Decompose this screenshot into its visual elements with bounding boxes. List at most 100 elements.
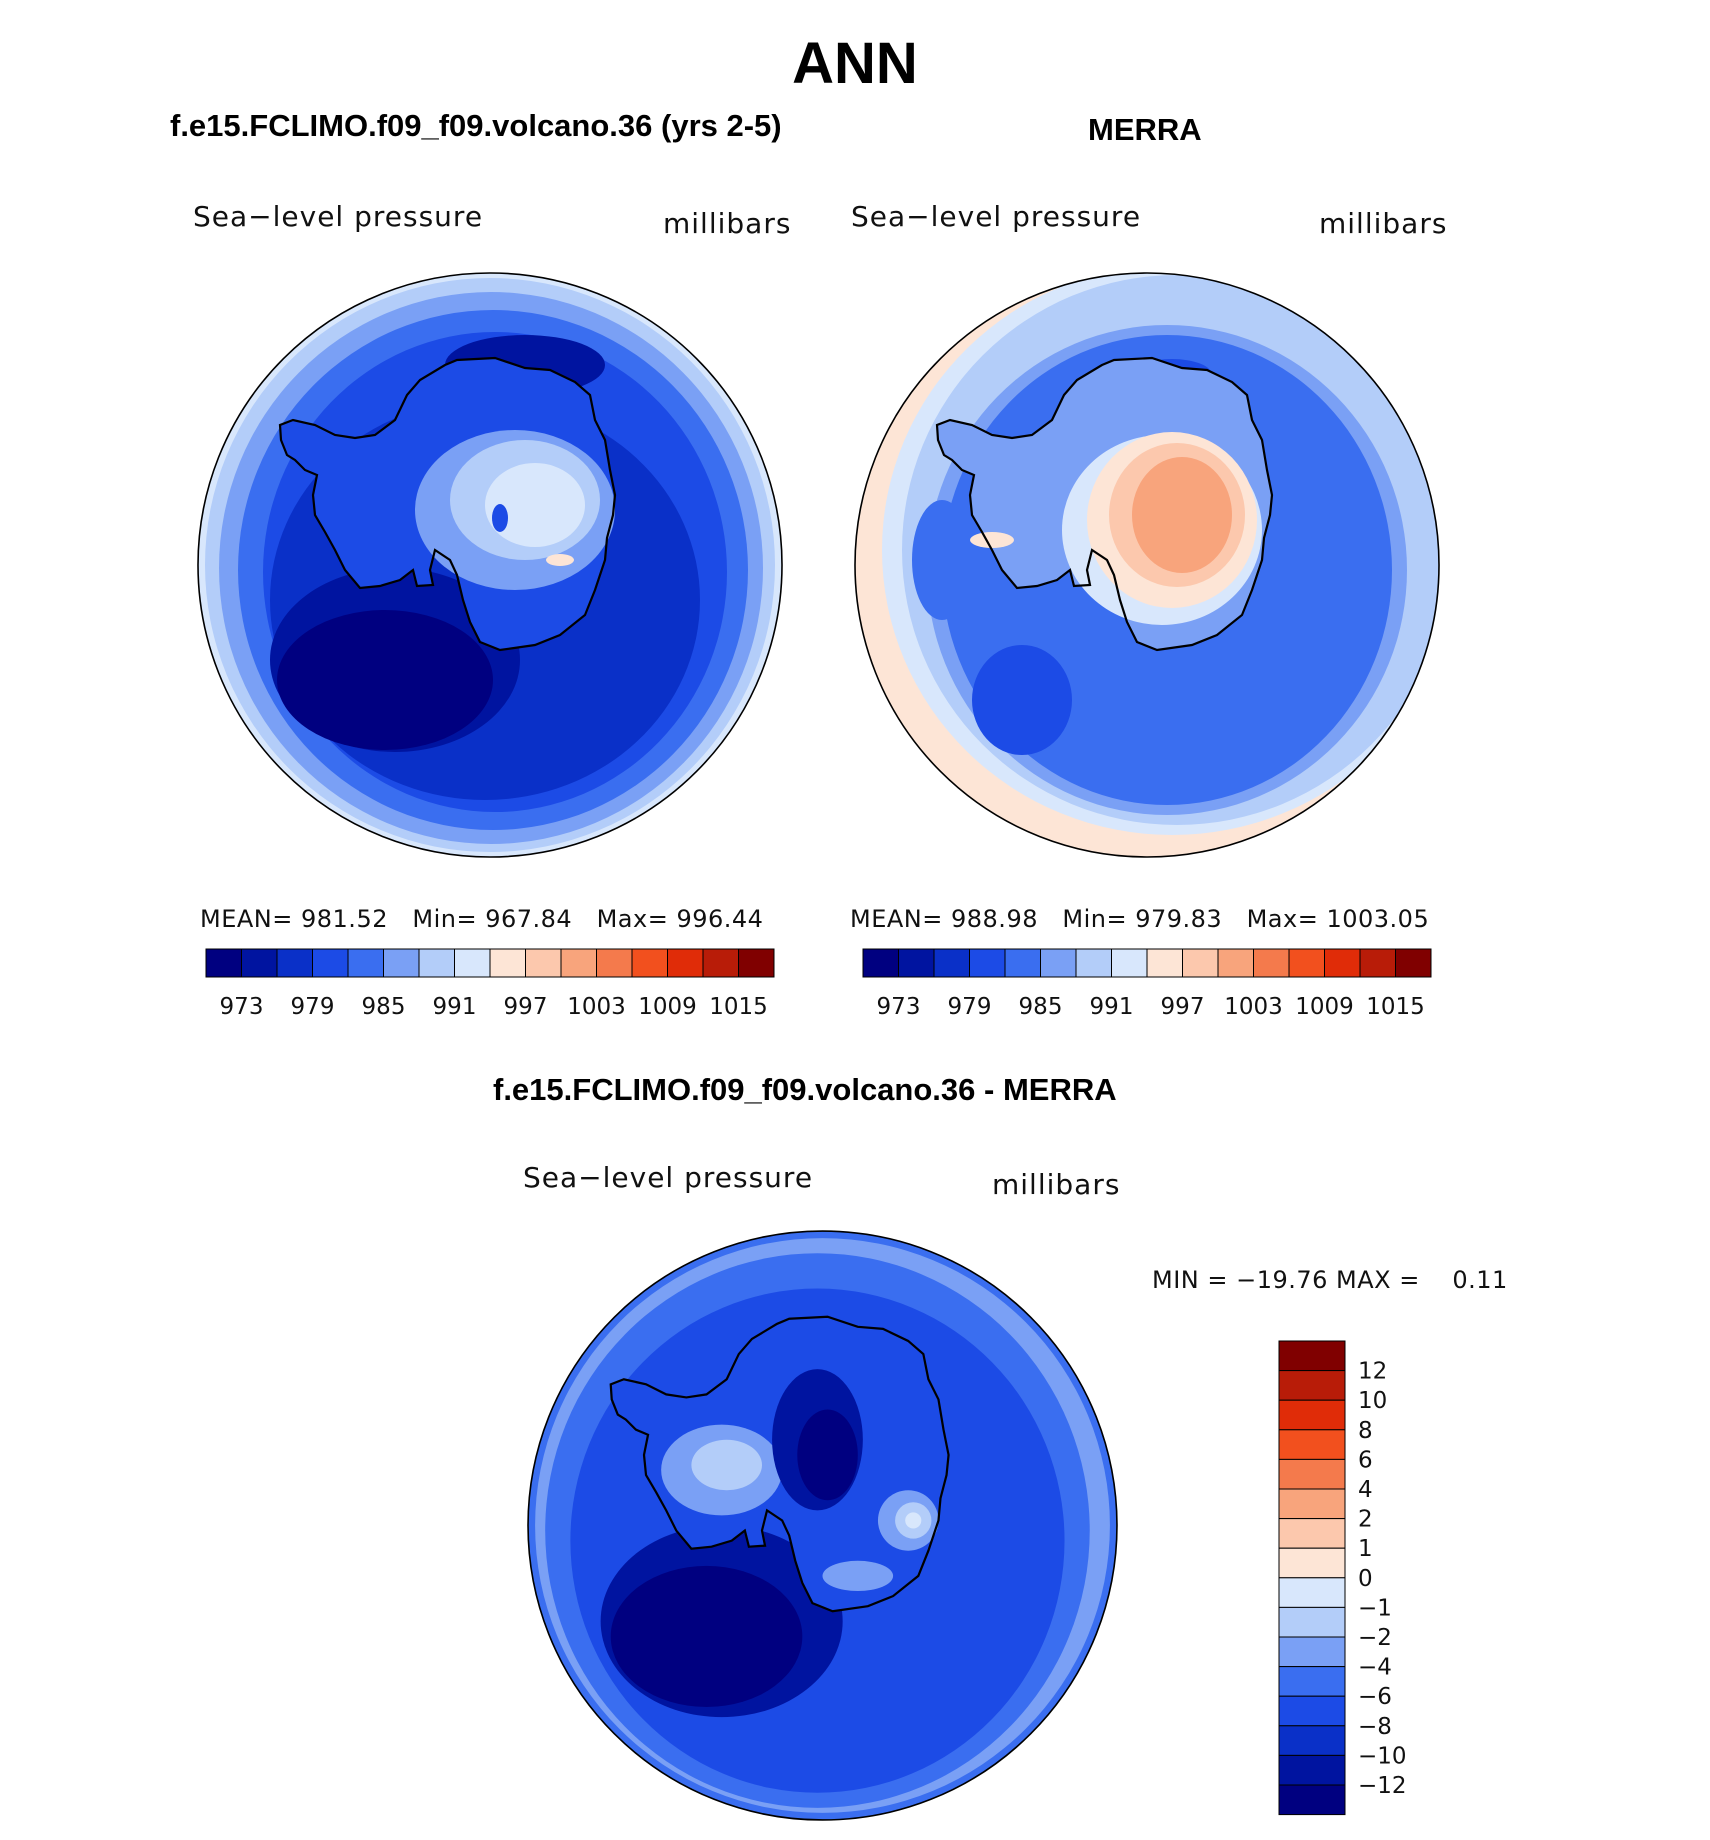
cbar1-swatch-10: [560, 948, 597, 978]
cbar1-swatch-13: [667, 948, 704, 978]
cbar2-tick-label: 997: [1161, 994, 1205, 1020]
panel-3-map: [527, 1230, 1118, 1821]
cbar1-swatch-5: [383, 948, 420, 978]
cbar3-tick-label: −6: [1358, 1684, 1392, 1710]
panel-1-colorbar: 973 979 985 991 997 1003 1009 1015: [205, 948, 775, 1020]
panel-2-colorbar: 973 979 985 991 997 1003 1009 1015: [862, 948, 1432, 1020]
map1-border: [197, 272, 783, 858]
cbar2-swatch-12: [1288, 948, 1325, 978]
map1-contour-13: [492, 504, 508, 532]
map2-contour-7: [972, 645, 1072, 755]
panel-2-title: MERRA: [1088, 112, 1202, 147]
cbar1-swatch-1: [241, 948, 278, 978]
cbar1-swatch-8: [489, 948, 526, 978]
cbar1-tick-label: 973: [220, 994, 264, 1020]
figure-title: ANN: [792, 31, 918, 96]
cbar1-swatch-14: [702, 948, 739, 978]
panel-1-min-value: 967.84: [485, 905, 573, 933]
cbar2-tick-label: 979: [948, 994, 992, 1020]
cbar1-swatch-12: [631, 948, 668, 978]
cbar3-tick-label: −4: [1358, 1655, 1392, 1681]
panel-2-min-value: 979.83: [1135, 905, 1223, 933]
cbar2-swatch-3: [969, 948, 1006, 978]
cbar1-tick-label: 1009: [638, 994, 697, 1020]
map3-contour-14: [822, 1560, 894, 1592]
cbar3-tick-label: −10: [1358, 1743, 1407, 1769]
cbar2-swatch-4: [1004, 948, 1041, 978]
cbar2-tick-label: 1009: [1295, 994, 1354, 1020]
cbar2-swatch-11: [1253, 948, 1290, 978]
cbar3-tick-label: 4: [1358, 1477, 1373, 1503]
cbar3-tick-label: −1: [1358, 1595, 1392, 1621]
map3-coastline: [609, 1315, 950, 1613]
map3-contour-8: [691, 1439, 762, 1491]
panel-3-variable-label: Sea−level pressure: [523, 1161, 814, 1194]
cbar1-tick-label: 985: [362, 994, 406, 1020]
cbar3-tick-label: 10: [1358, 1388, 1387, 1414]
cbar3-tick-label: 12: [1358, 1359, 1387, 1385]
cbar3-tick-label: −8: [1358, 1714, 1392, 1740]
cbar3-tick-label: 6: [1358, 1447, 1373, 1473]
map2-contour-6: [912, 500, 972, 620]
map3-contour-13: [905, 1512, 922, 1529]
panel-1-min-label: Min=: [412, 905, 478, 933]
map1-contour-7: [277, 610, 493, 750]
panel-1-max-label: Max=: [596, 905, 669, 933]
cbar1-swatch-6: [418, 948, 455, 978]
cbar3-swatch-4: [1278, 1458, 1346, 1490]
panel-1-variable-label: Sea−level pressure: [193, 200, 484, 233]
cbar3-swatch-15: [1278, 1784, 1346, 1816]
cbar3-swatch-3: [1278, 1429, 1346, 1460]
map2-contour-13: [970, 532, 1014, 548]
cbar1-tick-label: 997: [504, 994, 548, 1020]
cbar2-tick-label: 991: [1090, 994, 1134, 1020]
cbar2-tick-label: 1015: [1366, 994, 1425, 1020]
cbar3-swatch-9: [1278, 1606, 1346, 1638]
map2-coastline: [935, 356, 1274, 652]
cbar3-swatch-0: [1278, 1340, 1346, 1372]
panel-2-map: [854, 272, 1440, 858]
cbar2-swatch-7: [1111, 948, 1148, 978]
map1-contour-14: [546, 554, 574, 566]
panel-2-variable-label: Sea−level pressure: [851, 200, 1142, 233]
panel-1-mean-label: MEAN=: [200, 905, 293, 933]
map3-contour-5: [610, 1565, 803, 1708]
cbar2-swatch-13: [1324, 948, 1361, 978]
cbar3-swatch-10: [1278, 1636, 1346, 1668]
panel-3-title: f.e15.FCLIMO.f09_f09.volcano.36 - MERRA: [493, 1072, 1117, 1107]
panel-2-mean-label: MEAN=: [850, 905, 943, 933]
cbar3-swatch-2: [1278, 1399, 1346, 1431]
map1-coastline: [278, 356, 617, 652]
cbar2-tick-label: 985: [1019, 994, 1063, 1020]
cbar1-swatch-15: [738, 948, 775, 978]
panel-2-max-value: 1003.05: [1326, 905, 1430, 933]
cbar2-tick-label: 973: [877, 994, 921, 1020]
map3-border: [527, 1230, 1118, 1821]
cbar3-tick-label: 8: [1358, 1418, 1373, 1444]
cbar1-swatch-4: [347, 948, 384, 978]
cbar2-swatch-2: [933, 948, 970, 978]
cbar3-swatch-12: [1278, 1695, 1346, 1727]
cbar3-tick-label: 2: [1358, 1507, 1373, 1533]
panel-2-stats: MEAN= 988.98 Min= 979.83 Max= 1003.05: [850, 905, 1429, 933]
cbar2-swatch-8: [1146, 948, 1183, 978]
panel-1-max-value: 996.44: [676, 905, 764, 933]
panel-3-stats: MIN = −19.76 MAX = 0.11: [1152, 1266, 1508, 1294]
cbar2-swatch-6: [1075, 948, 1112, 978]
cbar3-tick-label: −12: [1358, 1773, 1407, 1799]
map3-contour-10: [797, 1409, 858, 1501]
map1-contour-12: [485, 463, 585, 547]
cbar1-tick-label: 979: [291, 994, 335, 1020]
cbar2-swatch-15: [1395, 948, 1432, 978]
panel-1-units-label: millibars: [663, 207, 792, 240]
cbar3-swatch-11: [1278, 1666, 1346, 1697]
cbar1-swatch-7: [454, 948, 491, 978]
cbar3-swatch-7: [1278, 1547, 1346, 1579]
panel-2-mean-value: 988.98: [951, 905, 1038, 933]
cbar1-tick-label: 991: [433, 994, 477, 1020]
cbar1-tick-label: 1015: [709, 994, 768, 1020]
cbar3-tick-label: 1: [1358, 1536, 1373, 1562]
panel-2-max-label: Max=: [1246, 905, 1319, 933]
cbar1-tick-label: 1003: [567, 994, 626, 1020]
